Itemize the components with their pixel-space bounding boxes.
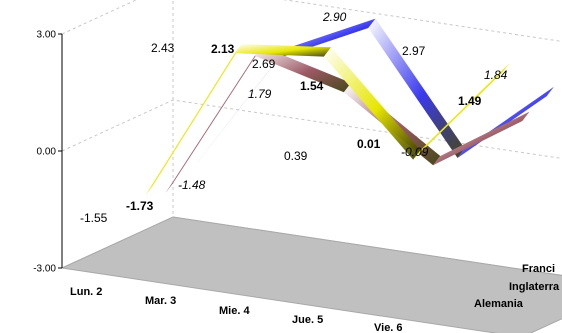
- x-category-label: Mar. 3: [145, 295, 176, 307]
- depth-axis-label: Franci: [522, 263, 555, 275]
- data-label: 1.84: [484, 68, 508, 82]
- ribbon-segment: [165, 46, 262, 193]
- data-label: 1.49: [458, 94, 482, 108]
- chart-floor-plane: [60, 216, 562, 333]
- data-label: 0.01: [357, 137, 381, 151]
- chart-floor: [60, 216, 562, 333]
- depth-axis-label: Inglaterra: [509, 281, 560, 293]
- data-label: 2.69: [252, 57, 276, 71]
- series-ribbons: [145, 18, 554, 196]
- series-alemania: [145, 44, 510, 196]
- ribbon-segment: [413, 63, 510, 160]
- data-label: 0.39: [284, 149, 308, 163]
- data-label: -0.09: [401, 145, 429, 159]
- depth-axis-label: Alemania: [474, 298, 524, 310]
- data-label: 1.79: [248, 87, 272, 101]
- x-category-label: Vie. 6: [374, 322, 403, 333]
- x-category-label: Mie. 4: [219, 305, 250, 317]
- data-label: 1.54: [300, 79, 324, 93]
- data-label: -1.55: [80, 211, 108, 225]
- data-label: 2.97: [402, 44, 426, 58]
- ribbon-segment: [189, 48, 287, 173]
- ribbon-segment: [234, 44, 332, 57]
- data-label: 2.90: [322, 10, 347, 24]
- ribbon-segment: [145, 44, 242, 196]
- ribbon-segment: [323, 47, 421, 160]
- y-tick-label: 0.00: [37, 147, 57, 158]
- y-tick-label: -3.00: [33, 264, 56, 275]
- y-axis-ticks: 3.00 0.00 -3.00: [33, 30, 63, 275]
- data-labels: -1.55 2.43 2.69 0.39 2.97 -1.73 2.13 1.54 0.01 1.…: [80, 10, 508, 225]
- depth-axis-labels: Franci Inglaterra Alemania: [474, 263, 560, 310]
- ribbon-segment: [433, 111, 530, 166]
- data-label: -1.73: [126, 199, 154, 213]
- x-category-label: Jue. 5: [292, 314, 323, 326]
- gridline: [61, 0, 562, 42]
- y-tick-label: 3.00: [37, 30, 57, 41]
- data-label: 2.13: [211, 42, 235, 56]
- ribbon-segment: [368, 18, 465, 158]
- data-label: -1.48: [178, 178, 206, 192]
- ribbon-segment: [254, 46, 352, 93]
- x-category-label: Lun. 2: [70, 286, 102, 298]
- x-axis-categories: Lun. 2 Mar. 3 Mie. 4 Jue. 5 Vie. 6: [70, 286, 403, 333]
- data-label: 2.43: [151, 41, 175, 55]
